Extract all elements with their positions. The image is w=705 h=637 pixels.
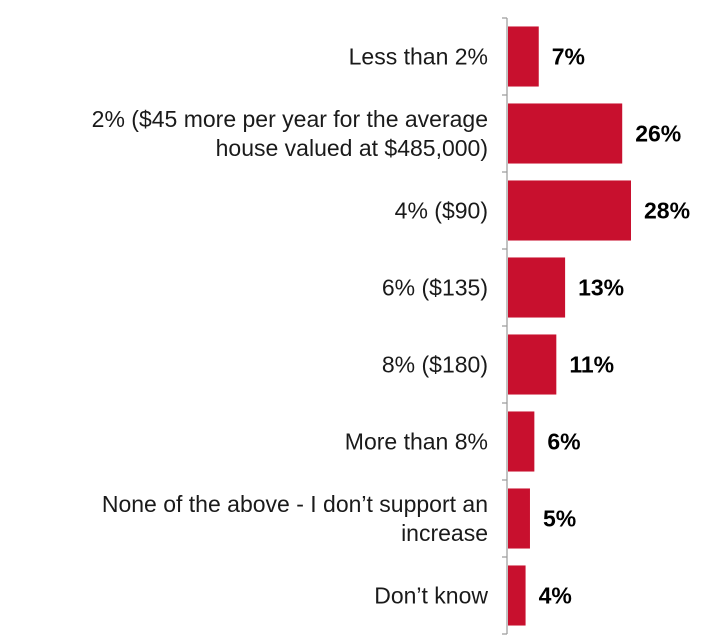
category-label: None of the above - I don’t support an in… bbox=[102, 491, 488, 546]
category-label-line: Don’t know bbox=[374, 583, 488, 609]
category-label-line: More than 8% bbox=[345, 429, 488, 455]
category-label-line: 2% ($45 more per year for the average bbox=[92, 106, 488, 132]
category-labels-group: Less than 2% 2% ($45 more per year for th… bbox=[92, 44, 489, 609]
category-label-line: 8% ($180) bbox=[382, 352, 488, 378]
value-label: 11% bbox=[569, 352, 614, 378]
bar bbox=[508, 334, 557, 395]
bar bbox=[508, 411, 535, 472]
category-label: 4% ($90) bbox=[395, 198, 488, 224]
category-label: More than 8% bbox=[345, 429, 488, 455]
category-label: Don’t know bbox=[374, 583, 488, 609]
category-label: 6% ($135) bbox=[382, 275, 488, 301]
category-label: Less than 2% bbox=[349, 44, 488, 70]
category-label-line: None of the above - I don’t support an bbox=[102, 491, 488, 517]
bar bbox=[508, 565, 526, 626]
category-label-line: 6% ($135) bbox=[382, 275, 488, 301]
category-label-line: 4% ($90) bbox=[395, 198, 488, 224]
axis-ticks bbox=[502, 17, 507, 635]
value-label: 7% bbox=[552, 44, 585, 70]
bar bbox=[508, 103, 623, 164]
bars-group bbox=[508, 26, 631, 626]
category-label-line: house valued at $485,000) bbox=[216, 135, 488, 161]
bar bbox=[508, 257, 566, 318]
category-label: 2% ($45 more per year for the average hou… bbox=[92, 106, 488, 161]
value-label: 13% bbox=[578, 275, 624, 301]
bar bbox=[508, 180, 631, 241]
category-label-line: Less than 2% bbox=[349, 44, 488, 70]
value-label: 6% bbox=[547, 429, 580, 455]
value-label: 28% bbox=[644, 198, 690, 224]
bar bbox=[508, 26, 539, 87]
value-label: 4% bbox=[539, 583, 572, 609]
bar bbox=[508, 488, 530, 549]
value-label: 5% bbox=[543, 506, 576, 532]
category-label-line: increase bbox=[401, 520, 488, 546]
value-labels-group: 7% 26% 28% 13% 11% 6% 5% 4% bbox=[539, 44, 690, 609]
category-label: 8% ($180) bbox=[382, 352, 488, 378]
value-label: 26% bbox=[635, 121, 681, 147]
